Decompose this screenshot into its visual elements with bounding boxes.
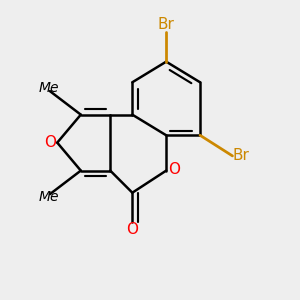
Text: O: O [168, 162, 180, 177]
Text: Me: Me [38, 190, 59, 204]
Text: Br: Br [233, 148, 250, 164]
Text: Me: Me [38, 81, 59, 95]
Text: O: O [44, 135, 56, 150]
Text: Br: Br [158, 17, 175, 32]
Text: O: O [126, 222, 138, 237]
